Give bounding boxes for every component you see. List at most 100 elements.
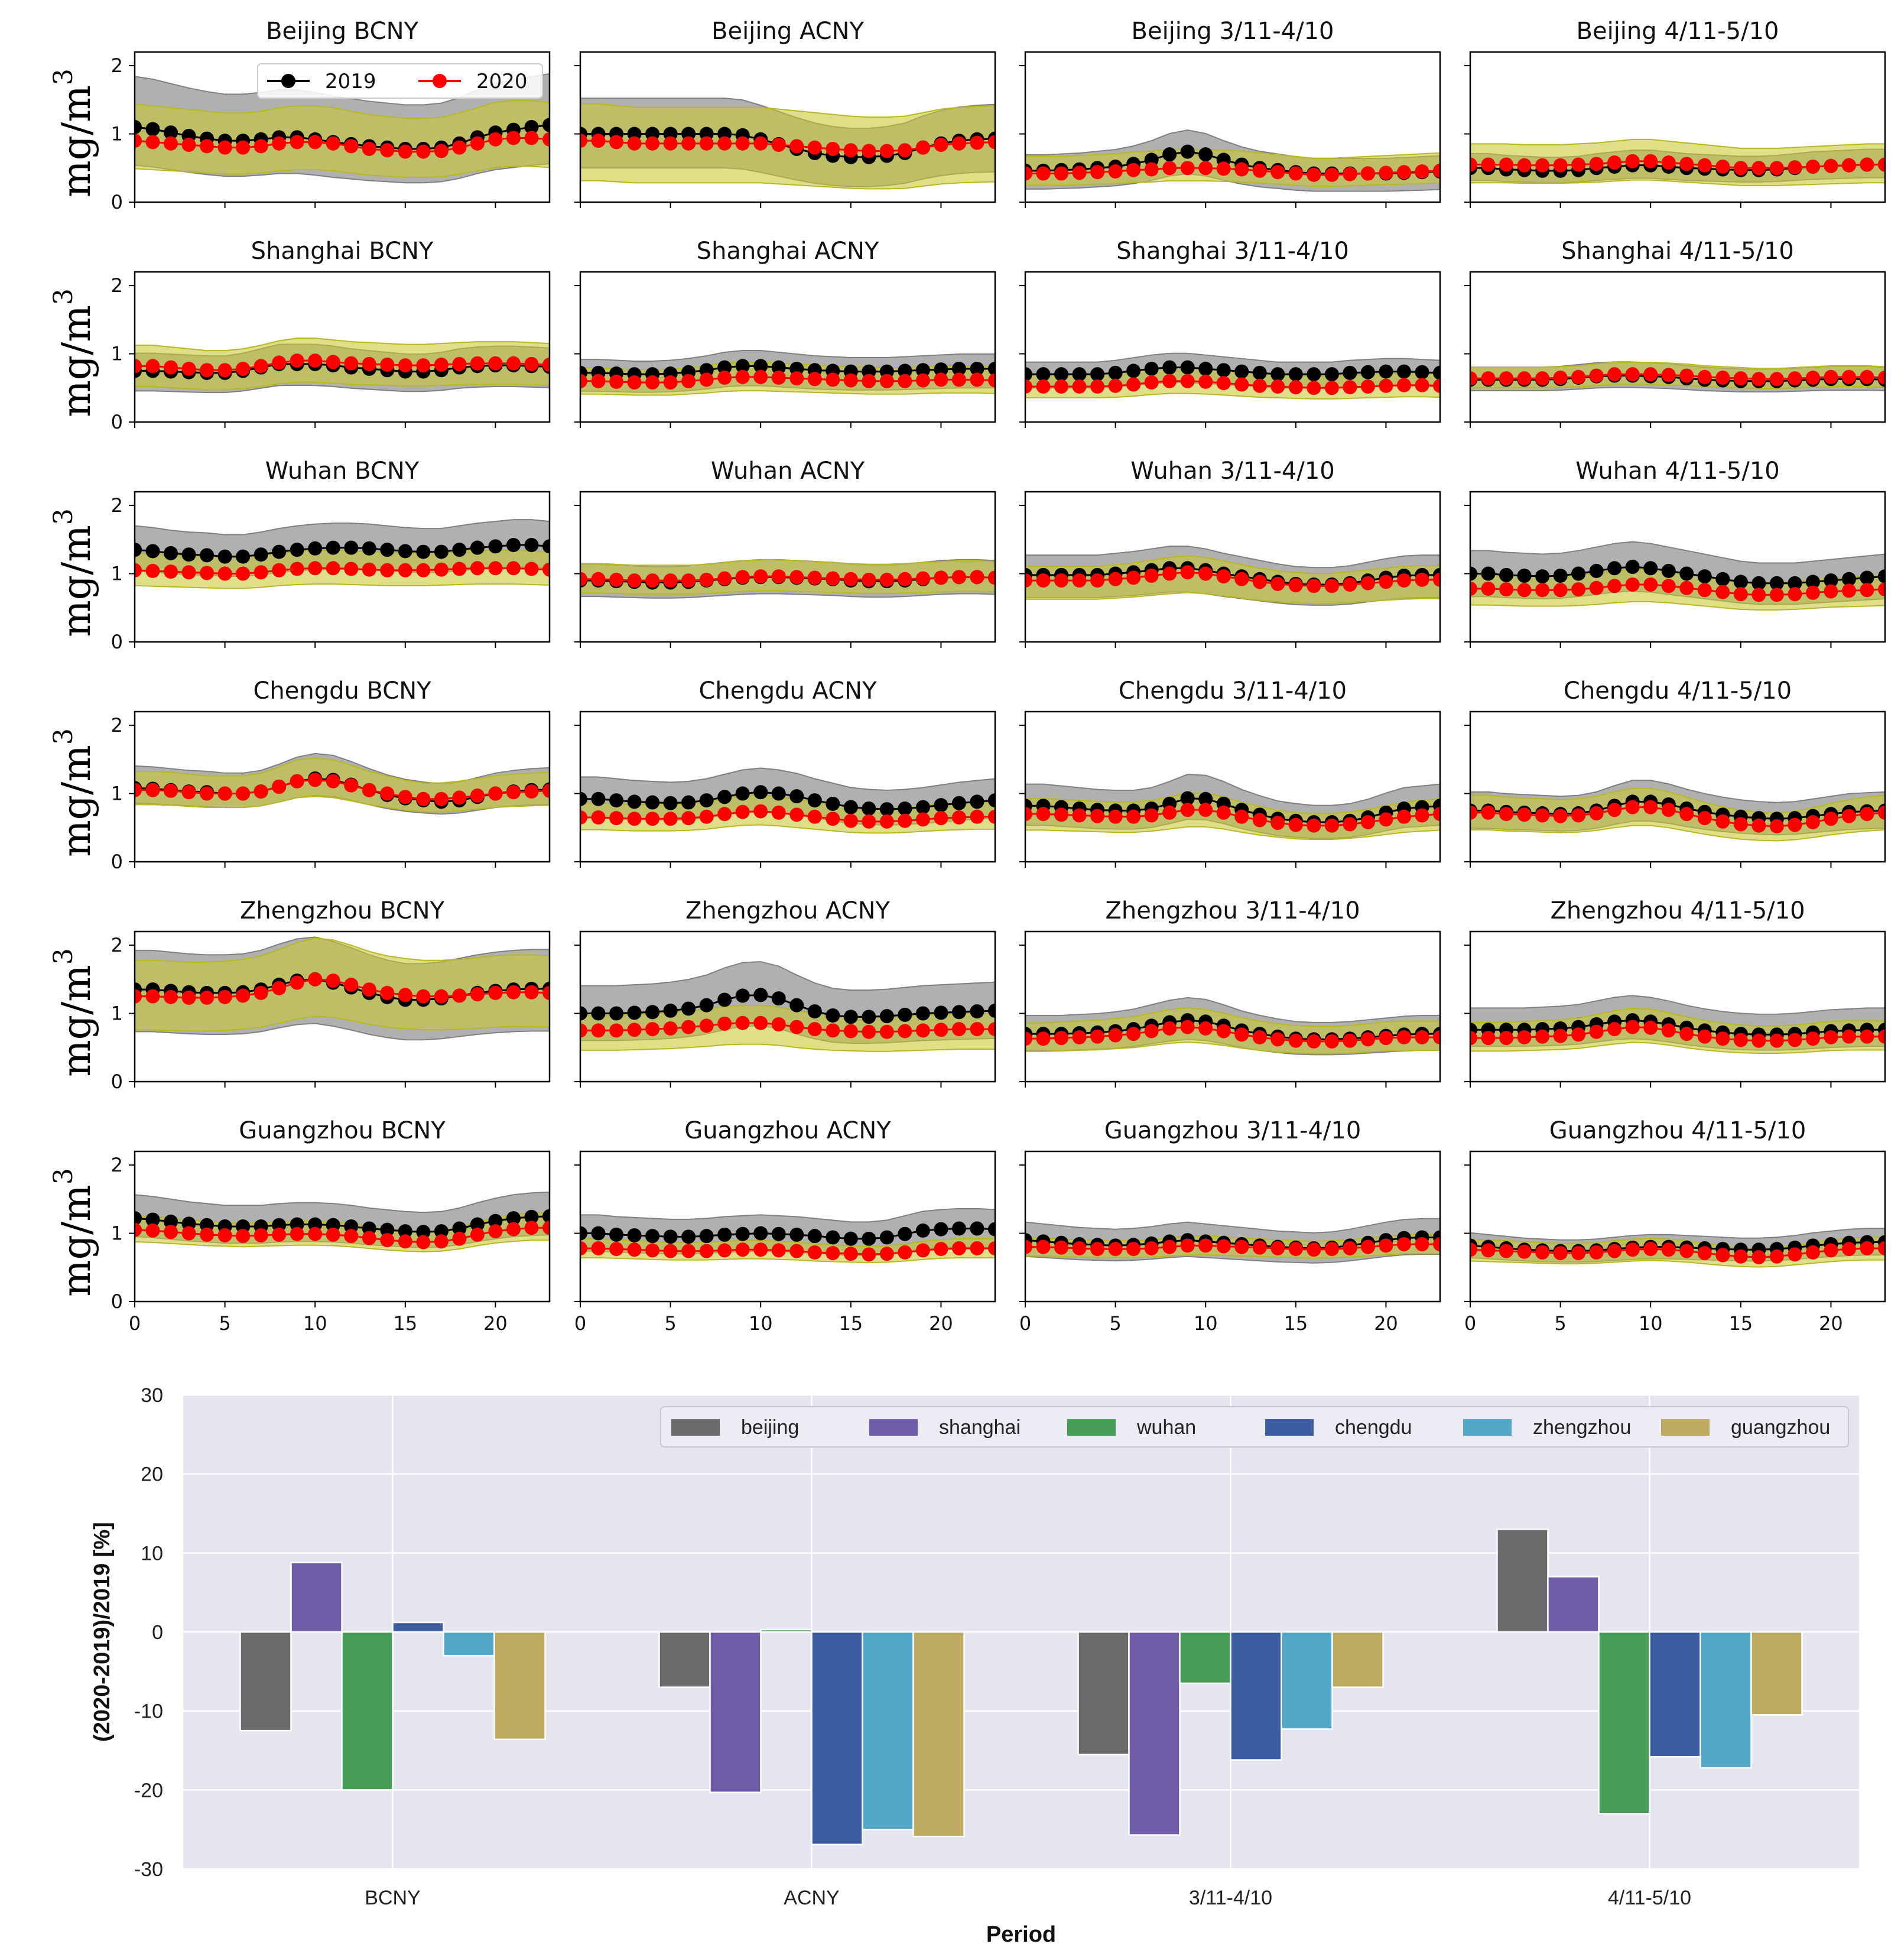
point-2020 xyxy=(1162,1239,1177,1254)
point-2020 xyxy=(1481,805,1496,820)
svg-text:mg/m3: mg/m3 xyxy=(48,948,99,1077)
point-2020 xyxy=(1643,1020,1658,1035)
point-2019 xyxy=(145,122,160,137)
point-2020 xyxy=(753,1015,768,1030)
point-2020 xyxy=(236,140,251,155)
y-axis-label-exp: 3 xyxy=(48,948,79,965)
plot-area xyxy=(135,519,550,589)
point-2020 xyxy=(326,355,340,369)
point-2020 xyxy=(524,356,539,371)
point-2020 xyxy=(470,987,485,1002)
legend-label-wuhan: wuhan xyxy=(1136,1416,1196,1439)
point-2020 xyxy=(1379,1238,1393,1253)
point-2020 xyxy=(217,989,232,1004)
point-2020 xyxy=(1054,1240,1069,1255)
point-2020 xyxy=(1697,1029,1712,1044)
point-2020 xyxy=(1072,1241,1087,1255)
panel-frame xyxy=(579,271,996,423)
point-2020 xyxy=(1025,573,1032,588)
x-tick-label: 15 xyxy=(1728,1312,1753,1335)
point-2020 xyxy=(1396,1030,1411,1044)
point-2020 xyxy=(1234,572,1249,586)
point-2019 xyxy=(753,988,768,1002)
point-2019 xyxy=(344,540,359,555)
point-2019 xyxy=(862,1231,876,1246)
point-2019 xyxy=(970,361,984,376)
point-2020 xyxy=(807,570,822,585)
point-2020 xyxy=(452,790,467,805)
y-tick-label: 20 xyxy=(141,1463,163,1486)
point-2020 xyxy=(862,814,876,829)
point-2020 xyxy=(970,809,984,824)
point-2019 xyxy=(862,1010,876,1024)
y-axis-label: mg/m3 xyxy=(48,69,99,197)
panel-frame xyxy=(1024,271,1441,423)
point-2020 xyxy=(789,139,804,154)
point-2020 xyxy=(1433,1030,1440,1044)
series-chengdu xyxy=(392,1621,1701,1845)
point-2019 xyxy=(988,361,995,376)
point-2020 xyxy=(1252,163,1267,178)
point-2020 xyxy=(1288,380,1303,395)
point-2020 xyxy=(488,561,503,576)
point-2020 xyxy=(915,812,930,827)
point-2020 xyxy=(1415,808,1429,823)
bar-guangzhou xyxy=(1750,1631,1803,1716)
point-2020 xyxy=(135,359,142,374)
point-2020 xyxy=(1860,1241,1874,1255)
panel-frame xyxy=(1024,1150,1441,1303)
series-2019 xyxy=(580,785,995,817)
point-2020 xyxy=(181,1226,196,1241)
point-2020 xyxy=(308,561,323,576)
point-2020 xyxy=(1343,817,1357,832)
series-2020 xyxy=(1025,161,1440,182)
point-2020 xyxy=(1054,807,1069,822)
x-tick-label: 20 xyxy=(1374,1312,1398,1335)
point-2019 xyxy=(609,793,624,808)
point-2020 xyxy=(236,361,251,376)
point-2020 xyxy=(1036,166,1051,181)
point-2020 xyxy=(524,784,539,799)
plot-area xyxy=(1470,541,1885,611)
panel-zhengzhou-4-11-5-10: Zhengzhou 4/11-5/10 xyxy=(1464,897,1886,1088)
point-2019 xyxy=(236,549,251,564)
point-2020 xyxy=(1198,374,1213,389)
y-axis-label-exp: 3 xyxy=(48,69,79,85)
point-2020 xyxy=(145,989,160,1004)
point-2019 xyxy=(663,1229,678,1244)
y-tick-label: 1 xyxy=(111,343,123,365)
point-2019 xyxy=(915,1223,930,1238)
point-2020 xyxy=(1589,1245,1604,1260)
legend-swatch-shanghai xyxy=(869,1419,918,1436)
series-2020 xyxy=(1470,367,1885,387)
point-2019 xyxy=(735,786,750,801)
point-2020 xyxy=(542,358,550,372)
point-2019 xyxy=(524,1209,539,1224)
x-tick-label: 5 xyxy=(1554,1312,1566,1335)
legend-box xyxy=(660,1406,1849,1448)
point-2020 xyxy=(254,1228,268,1243)
point-2019 xyxy=(580,1226,587,1241)
point-2020 xyxy=(145,135,160,150)
point-2020 xyxy=(272,780,287,794)
point-2020 xyxy=(236,1229,251,1244)
point-2020 xyxy=(1499,1244,1514,1258)
x-tick-label: 4/11-5/10 xyxy=(1608,1887,1691,1909)
point-2019 xyxy=(807,1004,822,1019)
point-2019 xyxy=(735,1226,750,1241)
point-2020 xyxy=(898,374,912,388)
point-2019 xyxy=(951,796,966,810)
point-2019 xyxy=(200,548,215,563)
point-2020 xyxy=(591,572,606,586)
point-2020 xyxy=(1126,163,1141,177)
point-2020 xyxy=(627,812,642,826)
point-2020 xyxy=(970,1022,984,1037)
point-2019 xyxy=(753,1226,768,1241)
point-2019 xyxy=(717,360,732,375)
point-2019 xyxy=(934,1005,948,1020)
point-2020 xyxy=(1571,808,1586,823)
y-tick-label: -30 xyxy=(134,1858,163,1881)
point-2020 xyxy=(181,565,196,580)
point-2019 xyxy=(1144,361,1159,376)
panel-frame xyxy=(134,51,551,203)
